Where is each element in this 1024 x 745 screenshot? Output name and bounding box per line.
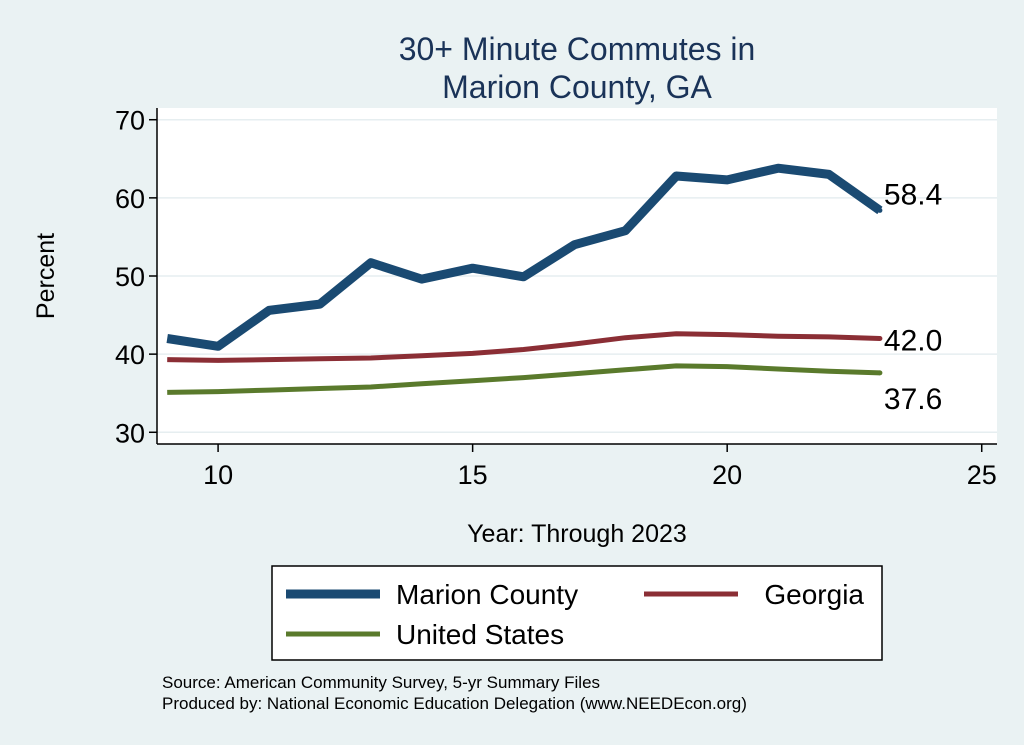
end-labels: 58.4 42.0 37.6: [884, 178, 942, 416]
x-tick-label: 15: [458, 460, 488, 490]
x-axis-label: Year: Through 2023: [467, 520, 687, 548]
y-tick-label: 70: [115, 106, 145, 136]
y-tick-label: 30: [115, 418, 145, 448]
y-axis-ticks: 30 40 50 60 70: [115, 106, 157, 448]
legend-label-3: United States: [396, 619, 564, 650]
end-point: [877, 336, 883, 342]
series-line-3: [167, 363, 880, 395]
source-note: Source: American Community Survey, 5-yr …: [162, 673, 600, 692]
y-axis-label: Percent: [32, 233, 60, 319]
legend: Marion County Georgia United States: [286, 579, 864, 650]
producer-note: Produced by: National Economic Education…: [162, 694, 747, 713]
end-point: [877, 370, 883, 376]
y-tick-label: 50: [115, 262, 145, 292]
x-tick-label: 10: [203, 460, 233, 490]
end-label-3: 37.6: [884, 383, 942, 416]
series-lines: [166, 163, 883, 395]
y-tick-label: 60: [115, 184, 145, 214]
x-tick-label: 25: [967, 460, 997, 490]
end-label-1: 58.4: [884, 178, 942, 211]
gridlines: [157, 118, 997, 434]
end-point: [877, 207, 883, 213]
chart-title-line-2: Marion County, GA: [442, 69, 712, 105]
legend-label-2: Georgia: [764, 579, 864, 610]
chart-title-line-1: 30+ Minute Commutes in: [399, 31, 756, 67]
x-tick-label: 20: [712, 460, 742, 490]
x-axis-ticks: 10 15 20 25: [203, 444, 997, 490]
legend-label-1: Marion County: [396, 579, 578, 610]
legend-box: [271, 565, 883, 661]
series-line-1: [166, 163, 883, 351]
end-label-2: 42.0: [884, 325, 942, 358]
series-line-2: [167, 331, 880, 363]
y-tick-label: 40: [115, 340, 145, 370]
